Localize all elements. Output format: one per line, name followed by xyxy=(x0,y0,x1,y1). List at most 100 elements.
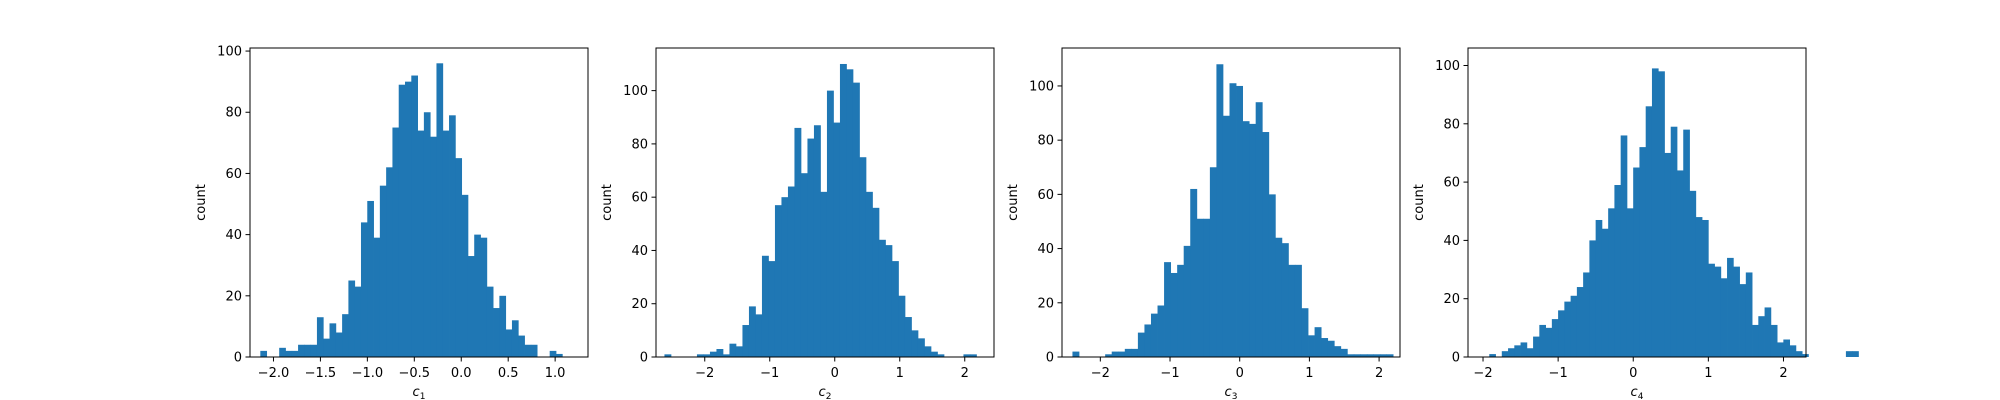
x-tick-label: 1.0 xyxy=(545,366,566,381)
histogram-bar xyxy=(1639,147,1647,357)
histogram-bar xyxy=(329,323,337,357)
y-tick-label: 80 xyxy=(631,137,648,152)
histogram-bar xyxy=(826,90,834,358)
histogram-bar xyxy=(1708,263,1715,357)
histogram-bar xyxy=(1242,121,1250,358)
axes-frame-1 xyxy=(249,47,589,358)
histogram-bar xyxy=(285,350,293,357)
histogram-bar xyxy=(839,63,847,357)
histogram-bar xyxy=(499,295,507,357)
histogram-bar xyxy=(716,349,724,357)
histogram-bar xyxy=(1340,348,1348,357)
histogram-bar xyxy=(1183,245,1191,357)
axes-frame-3 xyxy=(1061,47,1401,358)
y-tick-label: 40 xyxy=(631,244,648,259)
histogram-bar xyxy=(1347,354,1355,357)
histogram-bar xyxy=(1545,327,1553,357)
histogram-bar xyxy=(486,286,494,357)
y-tick-label: 100 xyxy=(623,84,648,99)
x-axis-label-1: c1 xyxy=(413,385,426,400)
histogram-bar xyxy=(480,237,488,357)
histogram-bar xyxy=(930,351,938,357)
histogram-bar xyxy=(405,81,412,358)
histogram-bar xyxy=(386,167,393,357)
y-tick-label: 60 xyxy=(1443,176,1460,191)
y-tick-label: 40 xyxy=(1037,242,1054,257)
histogram-bar xyxy=(474,234,481,357)
histogram-bar xyxy=(1353,354,1361,357)
histogram-bar xyxy=(1551,319,1559,357)
y-tick-label: 60 xyxy=(225,167,242,182)
histogram-bar xyxy=(555,353,563,357)
histogram-bar xyxy=(1209,167,1217,357)
histogram-bar xyxy=(1281,243,1289,357)
histogram-bar xyxy=(1645,106,1653,357)
histogram-bars-4 xyxy=(1489,68,1859,358)
x-tick-label: 0 xyxy=(831,366,839,381)
histogram-bar xyxy=(1689,190,1697,357)
histogram-bar xyxy=(1501,351,1509,357)
histogram-bar xyxy=(904,317,912,357)
histogram-bar xyxy=(885,245,893,357)
histogram-bar xyxy=(1564,301,1572,357)
histogram-bar xyxy=(379,185,387,357)
histogram-bar xyxy=(1789,345,1797,357)
x-tick-label: −0.5 xyxy=(399,366,431,381)
x-tick-label: 2 xyxy=(1779,366,1787,381)
histogram-bar xyxy=(423,112,431,357)
histogram-bar xyxy=(367,200,374,357)
histogram-bar xyxy=(1216,64,1224,357)
histogram-bar xyxy=(800,173,808,357)
histogram-bar xyxy=(1334,346,1342,357)
y-tick-label: 0 xyxy=(234,351,242,366)
histogram-bar xyxy=(1595,219,1603,357)
histogram-bar xyxy=(1489,354,1496,357)
histogram-bar xyxy=(1131,348,1139,357)
histogram-bar xyxy=(1321,338,1329,357)
histogram-bar xyxy=(430,136,437,357)
y-tick-label: 60 xyxy=(631,191,648,206)
y-axis-label-4: count xyxy=(1412,184,1427,221)
histogram-bar xyxy=(518,335,525,357)
histogram-bar xyxy=(722,354,730,357)
x-tick-label: −2.0 xyxy=(258,366,290,381)
histogram-bars-3 xyxy=(1072,64,1394,358)
histogram-bar xyxy=(1268,194,1276,357)
histogram-bar xyxy=(748,306,756,357)
histogram-bar xyxy=(530,344,538,357)
histogram-bar xyxy=(1514,345,1521,357)
histogram-bar xyxy=(1758,316,1765,357)
histogram-bar xyxy=(279,347,286,357)
histogram-bar xyxy=(846,69,854,357)
histogram-bar xyxy=(493,308,500,357)
histogram-bar xyxy=(1695,217,1703,357)
histogram-bar xyxy=(917,338,925,357)
x-tick-label: −1 xyxy=(1549,366,1568,381)
y-tick-label: 20 xyxy=(631,297,648,312)
y-tick-label: 20 xyxy=(1443,292,1460,307)
histogram-bar xyxy=(323,338,330,357)
histogram-bar xyxy=(1327,340,1335,357)
histogram-bar xyxy=(1203,218,1211,357)
x-tick-label: 1 xyxy=(1704,366,1712,381)
y-tick-label: 20 xyxy=(225,289,242,304)
histogram-bar xyxy=(1533,336,1540,357)
histogram-bar xyxy=(1626,208,1634,357)
histogram-bar xyxy=(524,344,532,357)
histogram-bar xyxy=(1177,264,1185,357)
histogram-bar xyxy=(1373,354,1381,357)
histogram-bar xyxy=(1727,257,1734,357)
histogram-bar xyxy=(373,237,381,357)
histogram-bar xyxy=(891,261,899,357)
histogram-bar xyxy=(1658,71,1665,357)
histogram-bar xyxy=(455,158,463,357)
histogram-bar xyxy=(1366,354,1374,357)
histogram-bars-2 xyxy=(664,63,977,358)
histogram-bar xyxy=(1714,266,1722,357)
histogram-bar xyxy=(1570,295,1578,357)
histogram-bar xyxy=(298,344,305,357)
y-tick-label: 40 xyxy=(225,228,242,243)
histogram-bar xyxy=(310,344,318,357)
